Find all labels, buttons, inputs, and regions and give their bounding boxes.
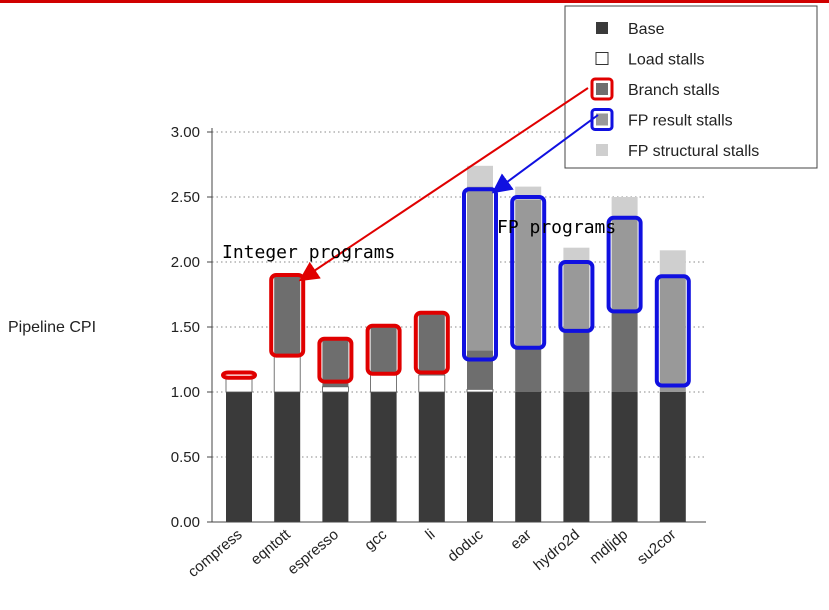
bar-segment	[563, 260, 590, 330]
bar-segment	[611, 311, 638, 392]
fp-highlight-box	[558, 260, 595, 333]
bar-segment	[563, 392, 590, 522]
legend-label: Branch stalls	[628, 82, 720, 99]
legend-label: Base	[628, 21, 665, 38]
bar-segment	[515, 392, 542, 522]
legend-label: FP result stalls	[628, 113, 733, 130]
fp-highlight-box	[462, 187, 498, 362]
bar-segment	[418, 392, 445, 522]
fp-highlight-box	[654, 274, 691, 388]
bar-segment	[563, 247, 590, 261]
legend-swatch	[596, 83, 608, 95]
y-tick-label: 0.50	[171, 449, 200, 466]
slide-top-rule	[0, 0, 829, 3]
bar-segment	[611, 197, 638, 218]
bar-segment	[467, 165, 493, 187]
category-label: espresso	[284, 526, 342, 578]
category-label: su2cor	[634, 526, 679, 568]
branch-highlight-box	[365, 323, 402, 376]
legend-label: FP structural stalls	[628, 143, 759, 160]
branch-highlight-box	[221, 370, 257, 380]
y-tick-label: 0.00	[171, 514, 200, 531]
legend-swatch	[596, 144, 608, 156]
bar-segment	[515, 199, 542, 350]
legend-swatch	[596, 113, 608, 126]
bar-segment	[322, 392, 349, 522]
y-tick-label: 1.00	[171, 384, 200, 401]
y-tick-label: 2.00	[171, 254, 200, 271]
category-label: ear	[507, 526, 535, 553]
bar-segment	[515, 349, 542, 392]
bars	[225, 165, 686, 522]
bar-segment	[418, 312, 445, 376]
integer-programs-annotation: Integer programs	[222, 242, 395, 263]
bar-segment	[321, 386, 349, 393]
legend-swatch	[595, 52, 609, 65]
bar-segment	[467, 350, 493, 390]
bar-segment	[370, 374, 398, 393]
y-tick-label: 2.50	[171, 189, 200, 206]
branch-highlight-box	[269, 273, 306, 358]
branch-highlight-box	[317, 336, 354, 384]
fp-programs-annotation: FP programs	[497, 217, 616, 238]
bar-segment	[274, 275, 301, 356]
y-axis-label: Pipeline CPI	[8, 319, 96, 336]
category-label: doduc	[444, 526, 487, 566]
branch-arrow	[298, 87, 589, 282]
legend: Base Load stalls Branch stalls FP result st…	[564, 5, 818, 169]
legend-label: Load stalls	[628, 52, 705, 69]
axes: 0.00 0.50 1.00 1.50 2.00 2.50 3.00 Pipeline CPI…	[8, 124, 706, 581]
category-label: li	[422, 526, 438, 543]
annotation-arrows	[298, 87, 599, 282]
category-label: compress	[185, 526, 246, 581]
bar-segment	[563, 329, 590, 392]
branch-highlight-box	[413, 310, 450, 375]
bar-segment	[659, 392, 686, 522]
highlight-boxes	[221, 187, 691, 388]
bar-segment	[659, 250, 686, 278]
bar-segment	[322, 338, 349, 387]
category-label: mdljdp	[586, 526, 631, 567]
bar-segment	[466, 388, 494, 393]
bar-segment	[659, 277, 686, 392]
category-label: hydro2d	[531, 526, 583, 574]
bar-segment	[611, 217, 638, 312]
fp-arrow	[491, 114, 599, 194]
legend-swatch-highlight-branch	[590, 77, 614, 101]
legend-swatch	[596, 22, 608, 34]
category-label: gcc	[361, 526, 390, 554]
fp-highlight-box	[606, 215, 643, 314]
bar-segment	[273, 355, 301, 393]
bar-segment	[370, 392, 397, 522]
bar-segment	[611, 392, 638, 522]
bar-segment	[467, 392, 493, 522]
bar-segment	[274, 392, 301, 522]
bar-segment	[467, 186, 493, 351]
bar-segment	[370, 327, 397, 376]
fp-highlight-box	[510, 195, 547, 350]
annotations: Integer programs FP programs	[222, 217, 616, 263]
bar-segment	[418, 374, 446, 393]
y-tick-label: 1.50	[171, 319, 200, 336]
y-tick-label: 3.00	[171, 124, 200, 141]
bar-segment	[226, 392, 252, 522]
